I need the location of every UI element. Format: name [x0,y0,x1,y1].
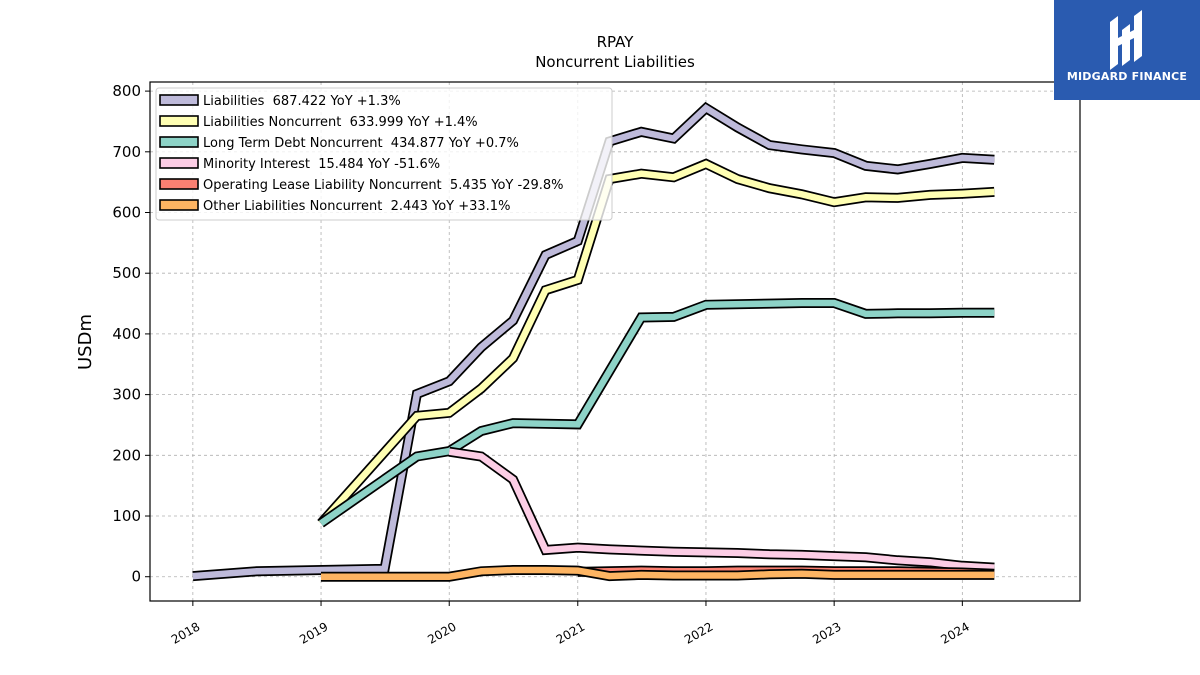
series-line [318,160,995,526]
chart-title: RPAY [597,33,635,51]
legend-swatch [159,199,199,211]
legend-entry: Liabilities Noncurrent 633.999 YoY +1.4% [203,115,478,130]
y-tick-label: 700 [112,143,141,161]
legend-entry: Minority Interest 15.484 YoY -51.6% [203,157,440,172]
legend-entry: Other Liabilities Noncurrent 2.443 YoY +… [203,199,510,214]
series-line [192,104,995,580]
y-axis: 0 100 200 300 400 500 600 700 800 [112,82,150,586]
chart-subtitle: Noncurrent Liabilities [535,53,695,71]
y-tick-label: 600 [112,204,141,222]
y-tick-label: 400 [112,325,141,343]
x-tick-label: 2020 [425,619,458,646]
legend-entry: Long Term Debt Noncurrent 434.877 YoY +0… [203,136,519,151]
legend: Liabilities 687.422 YoY +1.3% Liabilities… [155,87,613,221]
x-axis: 2018 2019 2020 2021 2022 2023 2024 [169,601,972,647]
legend-entry: Liabilities 687.422 YoY +1.3% [203,94,401,109]
series-line [448,448,995,571]
y-tick-label: 0 [131,568,141,586]
series-minority-interest [448,446,995,573]
brand-logo: MIDGARD FINANCE [1054,0,1200,100]
x-tick-label: 2024 [938,619,971,646]
x-tick-label: 2023 [810,619,843,646]
logo-icon [1110,10,1142,70]
plot-frame [149,81,1081,602]
y-tick-label: 800 [112,82,141,100]
y-axis-label: USDm [75,314,96,370]
x-tick-label: 2021 [554,619,587,646]
legend-entry: Operating Lease Liability Noncurrent 5.4… [203,178,564,193]
legend-swatch [159,157,199,169]
series-lines [192,101,995,582]
series-liabilities [192,101,995,582]
x-tick-label: 2018 [169,619,202,646]
series-long-term-debt-noncurrent [318,298,995,528]
y-tick-label: 100 [112,507,141,525]
series-line [319,299,995,526]
series-liabilities-noncurrent [317,158,995,527]
legend-swatch [159,178,199,190]
legend-swatch [159,115,199,127]
y-tick-label: 300 [112,386,141,404]
series-other-liabilities-noncurrent [321,565,995,582]
legend-swatch [159,136,199,148]
x-tick-label: 2022 [682,619,715,646]
x-tick-label: 2019 [297,619,330,646]
series-line [321,566,995,580]
legend-box [155,87,613,221]
brand-name: MIDGARD FINANCE [1066,70,1188,83]
y-tick-label: 500 [112,264,141,282]
legend-swatch [159,94,199,106]
y-tick-label: 200 [112,446,141,464]
